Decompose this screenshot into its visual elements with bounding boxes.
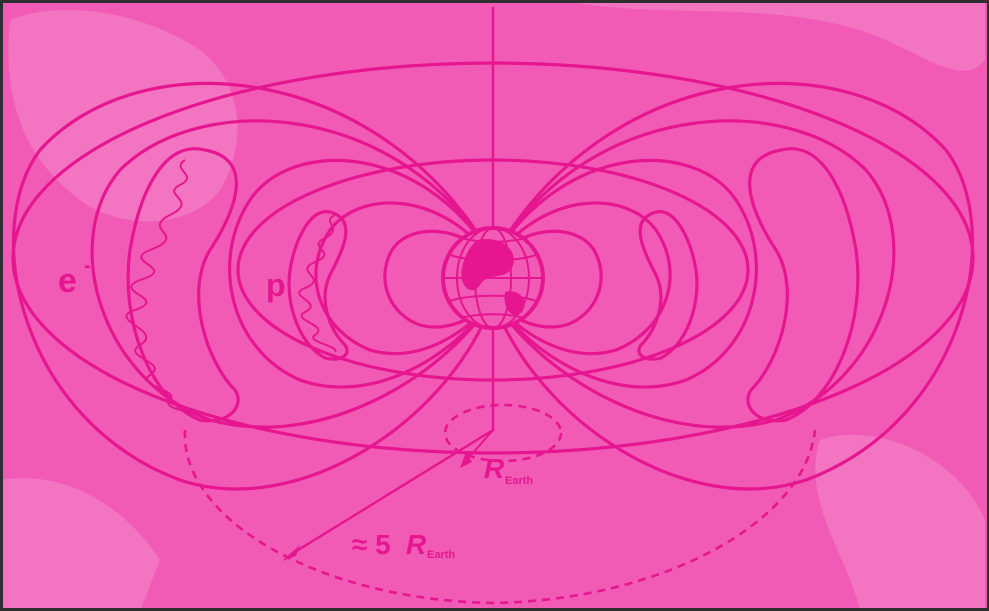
approx-radius-prefix: ≈ 5	[352, 529, 391, 560]
earth-radius-ellipse	[443, 403, 563, 463]
electron-label: e	[58, 262, 77, 300]
field-line-4-left	[314, 201, 495, 356]
earth-radius-label: R	[484, 453, 505, 484]
inner-belt-left	[287, 210, 349, 361]
large-dashed-ellipse	[183, 429, 817, 605]
outer-belt-right	[746, 147, 860, 423]
earth-radius-arrowhead	[460, 452, 472, 468]
approx-radius-subscript: Earth	[427, 549, 455, 561]
electron-charge-label: -	[84, 255, 91, 277]
earth-radius-subscript: Earth	[505, 475, 533, 487]
arrowheads	[282, 452, 472, 561]
approx-radius-label: R	[406, 529, 427, 560]
field-line-4-right	[491, 201, 672, 356]
field-line-3-left	[228, 158, 495, 389]
outer-belt-left	[126, 147, 240, 423]
particle-trajectories	[125, 159, 337, 416]
field-line-2-right	[491, 119, 896, 429]
field-line-5-left	[383, 229, 495, 329]
field-line-5-right	[491, 229, 603, 329]
field-line-3-right	[491, 158, 758, 389]
dashed-orbits	[183, 403, 817, 605]
proton-label: p	[266, 267, 286, 303]
inner-belt-right	[637, 210, 699, 361]
field-line-2-left	[90, 119, 495, 429]
proton-trajectory	[298, 214, 337, 353]
earth-globe-icon	[441, 226, 545, 330]
radius-arrowhead	[282, 545, 300, 561]
electron-trajectory	[125, 159, 197, 416]
